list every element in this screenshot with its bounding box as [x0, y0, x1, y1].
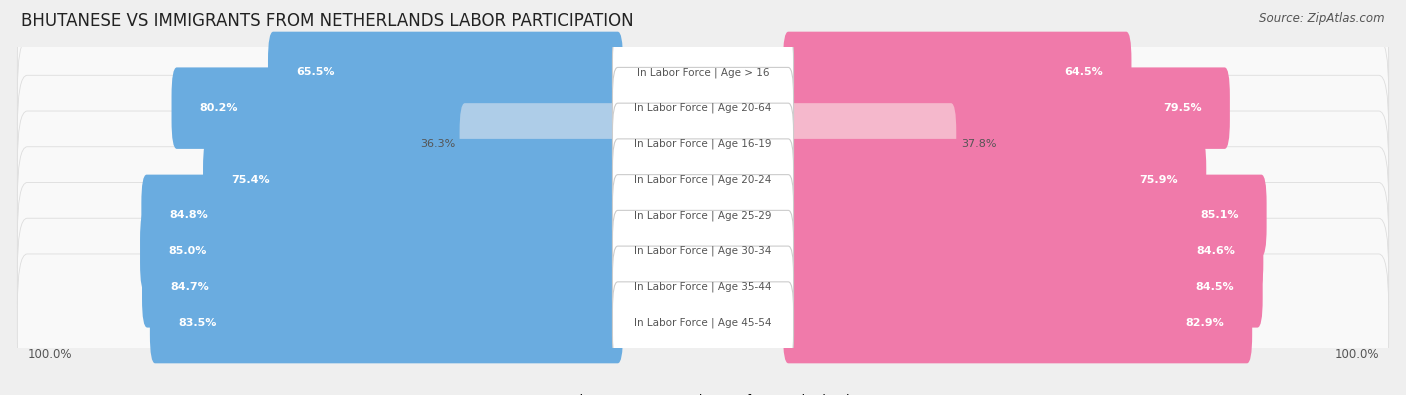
Text: In Labor Force | Age 45-54: In Labor Force | Age 45-54: [634, 317, 772, 328]
FancyBboxPatch shape: [613, 68, 793, 149]
Text: 79.5%: 79.5%: [1163, 103, 1202, 113]
Text: BHUTANESE VS IMMIGRANTS FROM NETHERLANDS LABOR PARTICIPATION: BHUTANESE VS IMMIGRANTS FROM NETHERLANDS…: [21, 12, 634, 30]
Text: 100.0%: 100.0%: [1334, 348, 1379, 361]
FancyBboxPatch shape: [613, 175, 793, 256]
Text: 83.5%: 83.5%: [179, 318, 217, 327]
Text: In Labor Force | Age 25-29: In Labor Force | Age 25-29: [634, 210, 772, 221]
FancyBboxPatch shape: [17, 218, 1389, 356]
Text: In Labor Force | Age 20-24: In Labor Force | Age 20-24: [634, 174, 772, 185]
FancyBboxPatch shape: [269, 32, 623, 113]
Text: In Labor Force | Age 35-44: In Labor Force | Age 35-44: [634, 282, 772, 292]
FancyBboxPatch shape: [783, 32, 1132, 113]
FancyBboxPatch shape: [17, 4, 1389, 141]
Text: 37.8%: 37.8%: [960, 139, 997, 149]
FancyBboxPatch shape: [150, 282, 623, 363]
FancyBboxPatch shape: [613, 211, 793, 292]
FancyBboxPatch shape: [783, 103, 956, 184]
FancyBboxPatch shape: [783, 139, 1206, 220]
Text: 75.9%: 75.9%: [1139, 175, 1178, 184]
FancyBboxPatch shape: [172, 68, 623, 149]
Text: 85.0%: 85.0%: [169, 246, 207, 256]
Text: In Labor Force | Age 16-19: In Labor Force | Age 16-19: [634, 139, 772, 149]
FancyBboxPatch shape: [17, 40, 1389, 177]
FancyBboxPatch shape: [783, 175, 1267, 256]
FancyBboxPatch shape: [783, 68, 1230, 149]
FancyBboxPatch shape: [17, 75, 1389, 213]
FancyBboxPatch shape: [142, 246, 623, 327]
Text: 84.7%: 84.7%: [170, 282, 209, 292]
Text: In Labor Force | Age 30-34: In Labor Force | Age 30-34: [634, 246, 772, 256]
Text: 64.5%: 64.5%: [1064, 68, 1104, 77]
Text: 84.5%: 84.5%: [1197, 282, 1234, 292]
Text: 100.0%: 100.0%: [27, 348, 72, 361]
FancyBboxPatch shape: [142, 175, 623, 256]
FancyBboxPatch shape: [613, 246, 793, 327]
Text: 85.1%: 85.1%: [1199, 211, 1239, 220]
FancyBboxPatch shape: [17, 147, 1389, 284]
FancyBboxPatch shape: [613, 32, 793, 113]
Text: In Labor Force | Age 20-64: In Labor Force | Age 20-64: [634, 103, 772, 113]
FancyBboxPatch shape: [783, 282, 1253, 363]
Legend: Bhutanese, Immigrants from Netherlands: Bhutanese, Immigrants from Netherlands: [550, 394, 856, 395]
Text: 65.5%: 65.5%: [297, 68, 335, 77]
FancyBboxPatch shape: [17, 254, 1389, 391]
FancyBboxPatch shape: [613, 103, 793, 184]
Text: Source: ZipAtlas.com: Source: ZipAtlas.com: [1260, 12, 1385, 25]
FancyBboxPatch shape: [613, 282, 793, 363]
Text: 80.2%: 80.2%: [200, 103, 238, 113]
Text: 82.9%: 82.9%: [1185, 318, 1225, 327]
FancyBboxPatch shape: [141, 211, 623, 292]
Text: 75.4%: 75.4%: [231, 175, 270, 184]
FancyBboxPatch shape: [17, 111, 1389, 248]
FancyBboxPatch shape: [17, 182, 1389, 320]
Text: 84.6%: 84.6%: [1197, 246, 1234, 256]
Text: 36.3%: 36.3%: [420, 139, 456, 149]
FancyBboxPatch shape: [460, 103, 623, 184]
FancyBboxPatch shape: [783, 211, 1264, 292]
Text: 84.8%: 84.8%: [170, 211, 208, 220]
Text: In Labor Force | Age > 16: In Labor Force | Age > 16: [637, 67, 769, 78]
FancyBboxPatch shape: [613, 139, 793, 220]
FancyBboxPatch shape: [783, 246, 1263, 327]
FancyBboxPatch shape: [202, 139, 623, 220]
